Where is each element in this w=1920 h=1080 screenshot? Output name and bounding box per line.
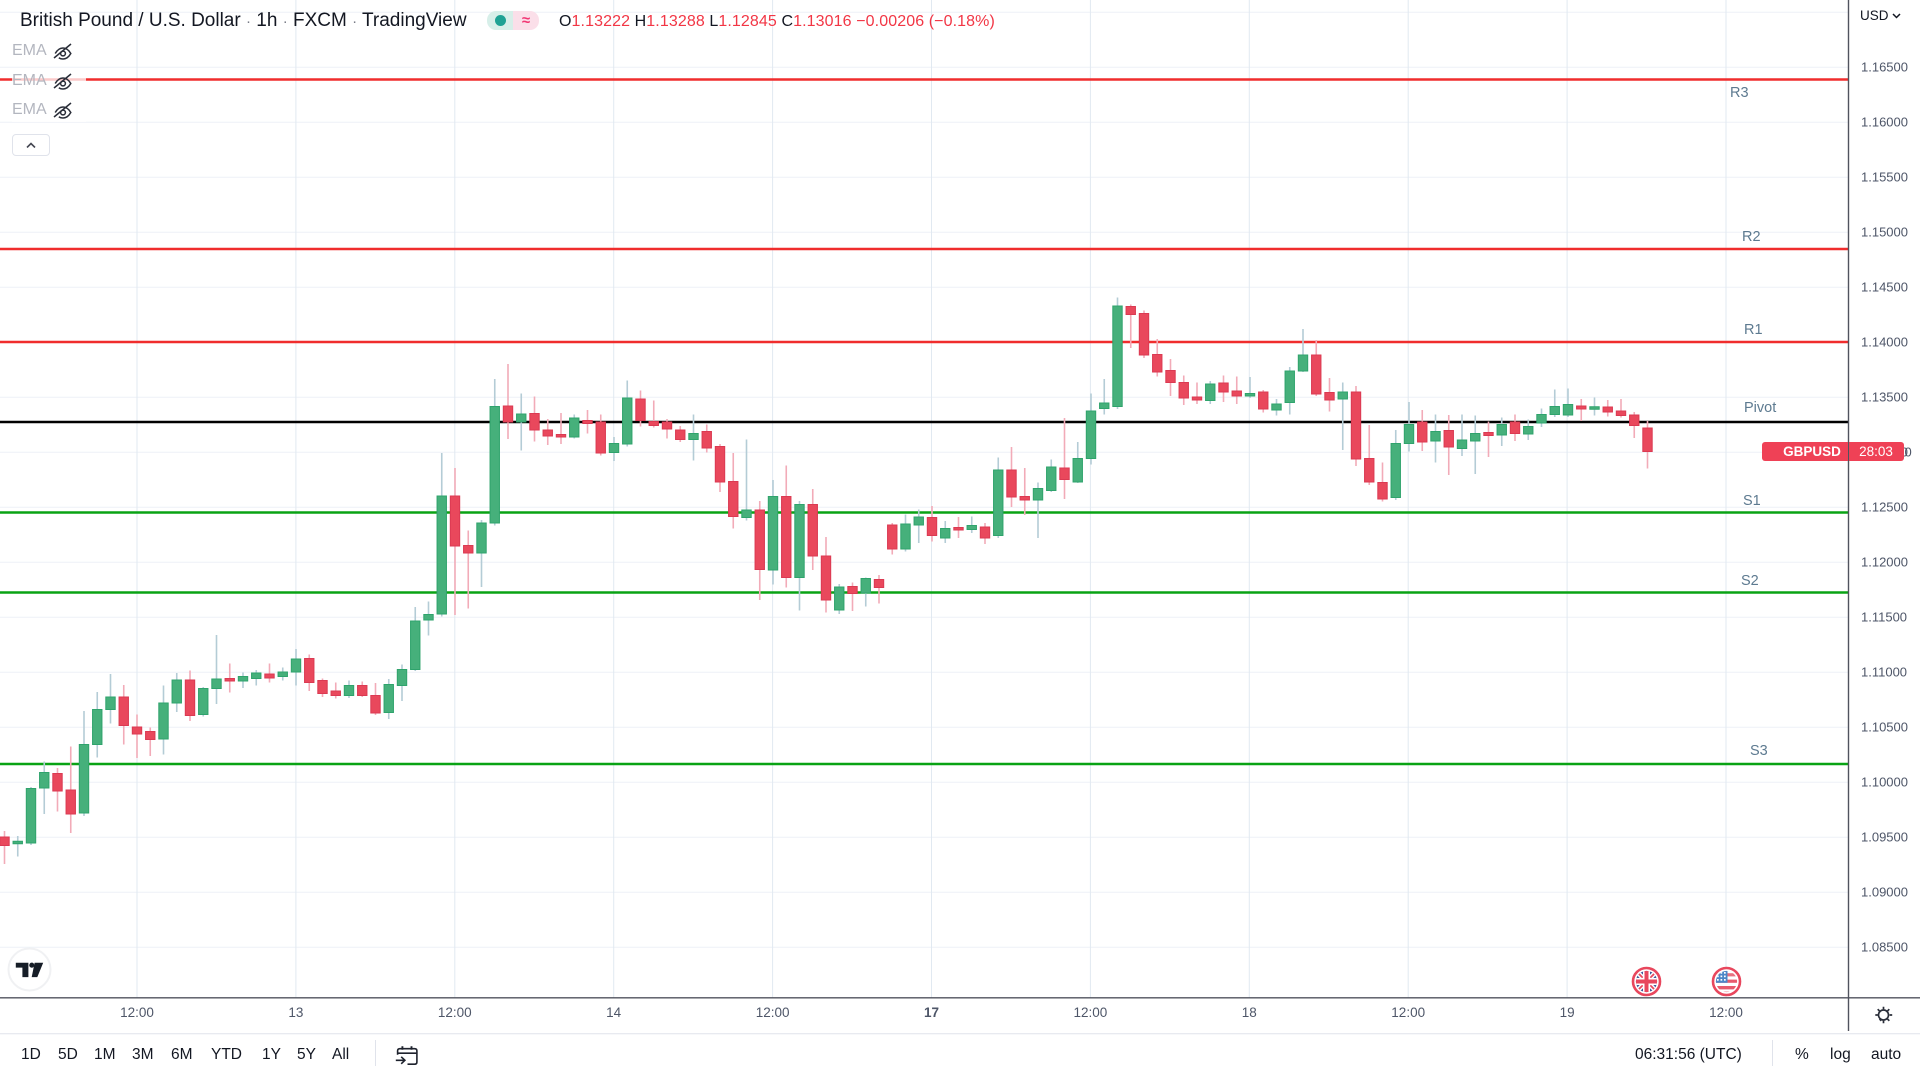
svg-text:1.14500: 1.14500: [1861, 280, 1908, 295]
svg-text:12:00: 12:00: [756, 1005, 790, 1020]
svg-text:1.11500: 1.11500: [1861, 610, 1907, 625]
svg-text:1.13500: 1.13500: [1861, 390, 1908, 405]
svg-text:1.16000: 1.16000: [1861, 115, 1908, 130]
svg-text:1.11000: 1.11000: [1861, 665, 1907, 680]
svg-text:1.16500: 1.16500: [1861, 60, 1908, 75]
svg-text:0: 0: [1905, 445, 1912, 460]
svg-text:1.10000: 1.10000: [1861, 775, 1908, 790]
svg-text:12:00: 12:00: [1391, 1005, 1425, 1020]
svg-text:1.12000: 1.12000: [1861, 555, 1908, 570]
svg-text:1.08500: 1.08500: [1861, 940, 1908, 955]
svg-text:1.12500: 1.12500: [1861, 500, 1908, 515]
svg-text:1.09500: 1.09500: [1861, 830, 1908, 845]
svg-text:12:00: 12:00: [120, 1005, 154, 1020]
svg-text:1.10500: 1.10500: [1861, 720, 1908, 735]
svg-text:12:00: 12:00: [1709, 1005, 1743, 1020]
svg-text:14: 14: [606, 1005, 622, 1020]
svg-text:17: 17: [924, 1005, 939, 1020]
svg-text:1.14000: 1.14000: [1861, 335, 1908, 350]
svg-text:1.15000: 1.15000: [1861, 225, 1908, 240]
svg-text:12:00: 12:00: [1074, 1005, 1108, 1020]
svg-text:13: 13: [288, 1005, 303, 1020]
svg-text:19: 19: [1560, 1005, 1575, 1020]
svg-text:1.15500: 1.15500: [1861, 170, 1908, 185]
svg-text:18: 18: [1242, 1005, 1257, 1020]
svg-text:1.09000: 1.09000: [1861, 885, 1908, 900]
svg-text:12:00: 12:00: [438, 1005, 472, 1020]
